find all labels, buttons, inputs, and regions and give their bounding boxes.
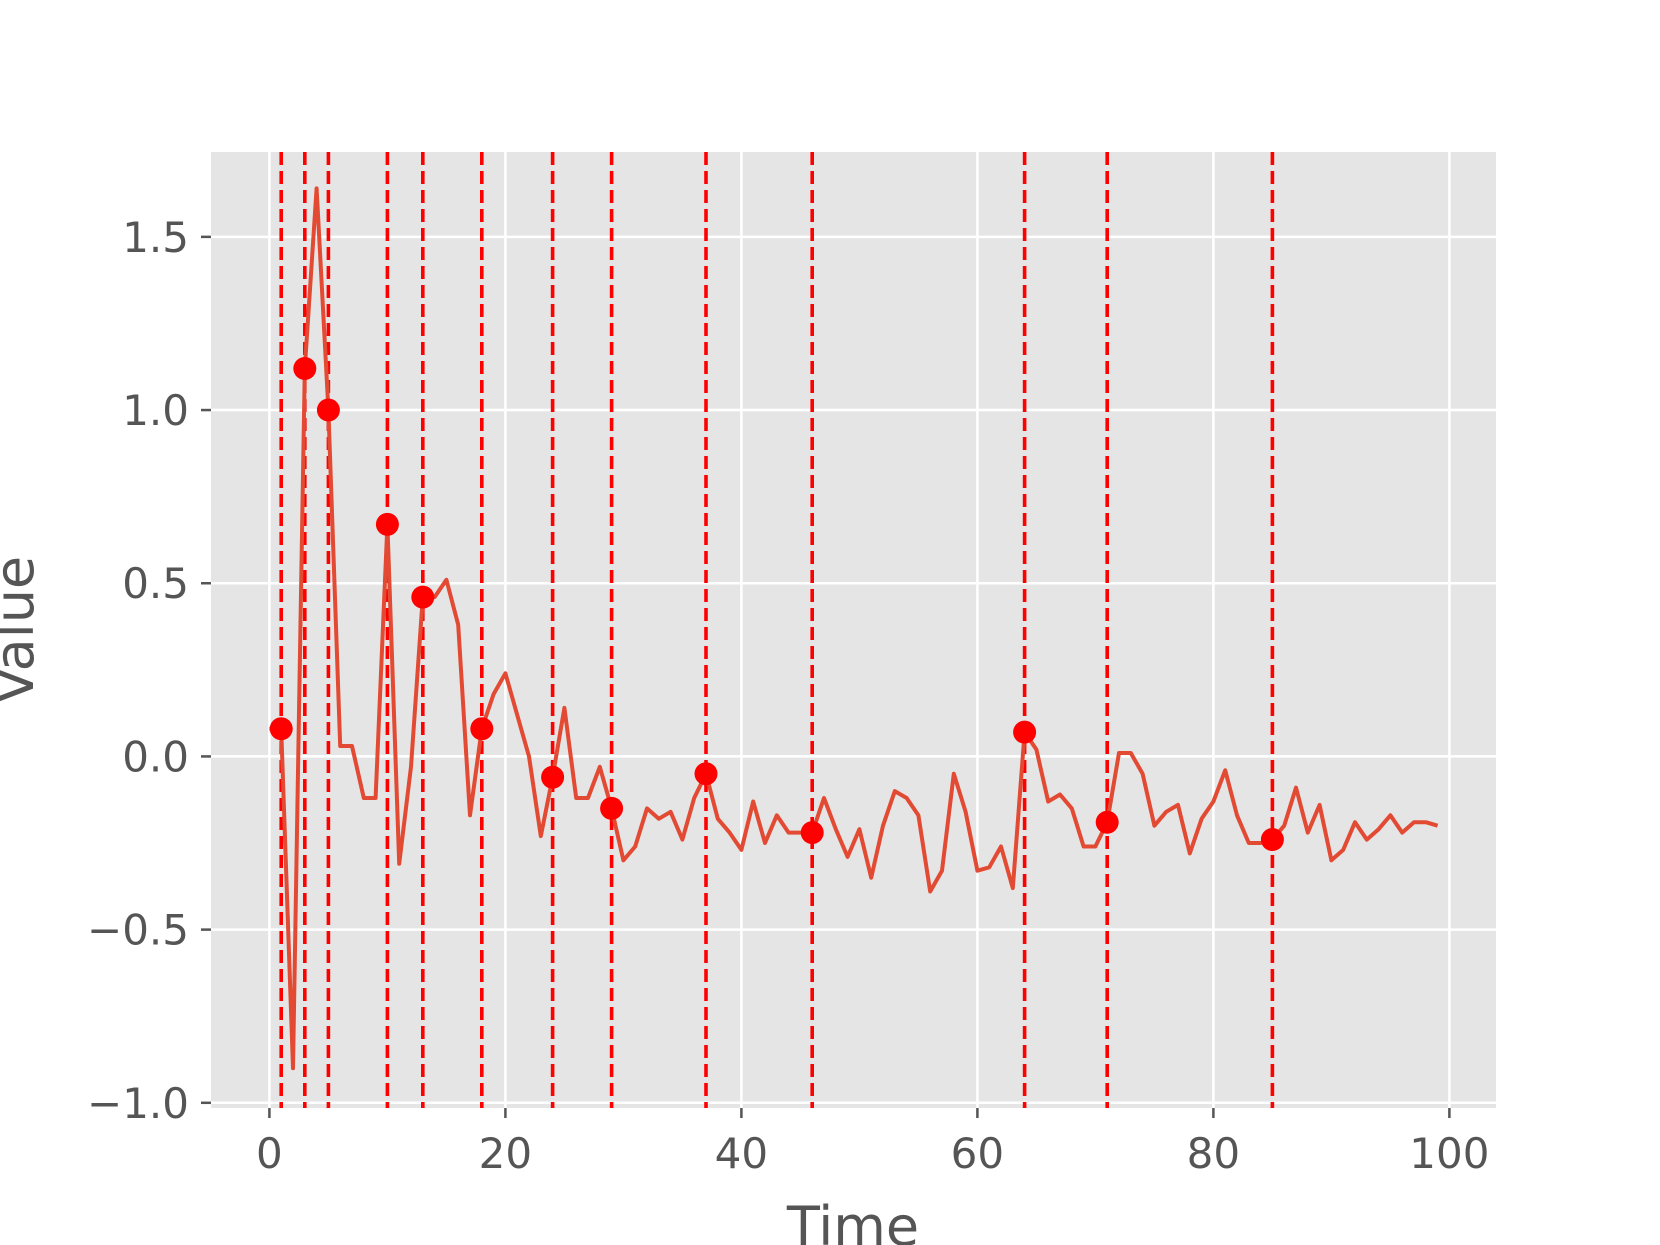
y-axis-ticks: −1.0 −0.5 0.0 0.5 1.0 1.5	[87, 213, 211, 1128]
x-tick-label: 100	[1409, 1129, 1489, 1178]
y-axis-label: Value	[0, 556, 46, 704]
x-tick-label: 60	[951, 1129, 1004, 1178]
x-axis-label: Time	[786, 1195, 919, 1245]
y-tick-label: −1.0	[87, 1079, 189, 1128]
series-group	[269, 186, 1439, 1071]
x-tick-label: 20	[479, 1129, 532, 1178]
y-tick-label: 1.5	[122, 213, 189, 262]
plot-background	[211, 152, 1496, 1108]
event-marker	[375, 512, 399, 536]
event-marker	[1013, 720, 1037, 744]
series-line	[269, 186, 1439, 1071]
event-lines	[279, 152, 1275, 1108]
y-tick-label: −0.5	[87, 906, 189, 955]
event-marker	[316, 398, 340, 422]
y-tick-label: 0.0	[122, 732, 189, 781]
y-tick-label: 0.5	[122, 559, 189, 608]
event-marker	[269, 717, 293, 741]
event-marker	[1260, 828, 1284, 852]
event-marker	[541, 765, 565, 789]
event-marker	[293, 356, 317, 380]
event-marker	[600, 796, 624, 820]
event-marker	[1095, 810, 1119, 834]
x-tick-label: 80	[1187, 1129, 1240, 1178]
x-tick-label: 40	[715, 1129, 768, 1178]
event-markers	[269, 356, 1284, 852]
event-marker	[411, 585, 435, 609]
y-tick-label: 1.0	[122, 386, 189, 435]
x-tick-label: 0	[256, 1129, 283, 1178]
event-marker	[694, 762, 718, 786]
grid-lines	[211, 152, 1496, 1108]
event-marker	[470, 717, 494, 741]
x-axis-ticks: 0 20 40 60 80 100	[256, 1108, 1489, 1178]
event-marker	[800, 821, 824, 845]
